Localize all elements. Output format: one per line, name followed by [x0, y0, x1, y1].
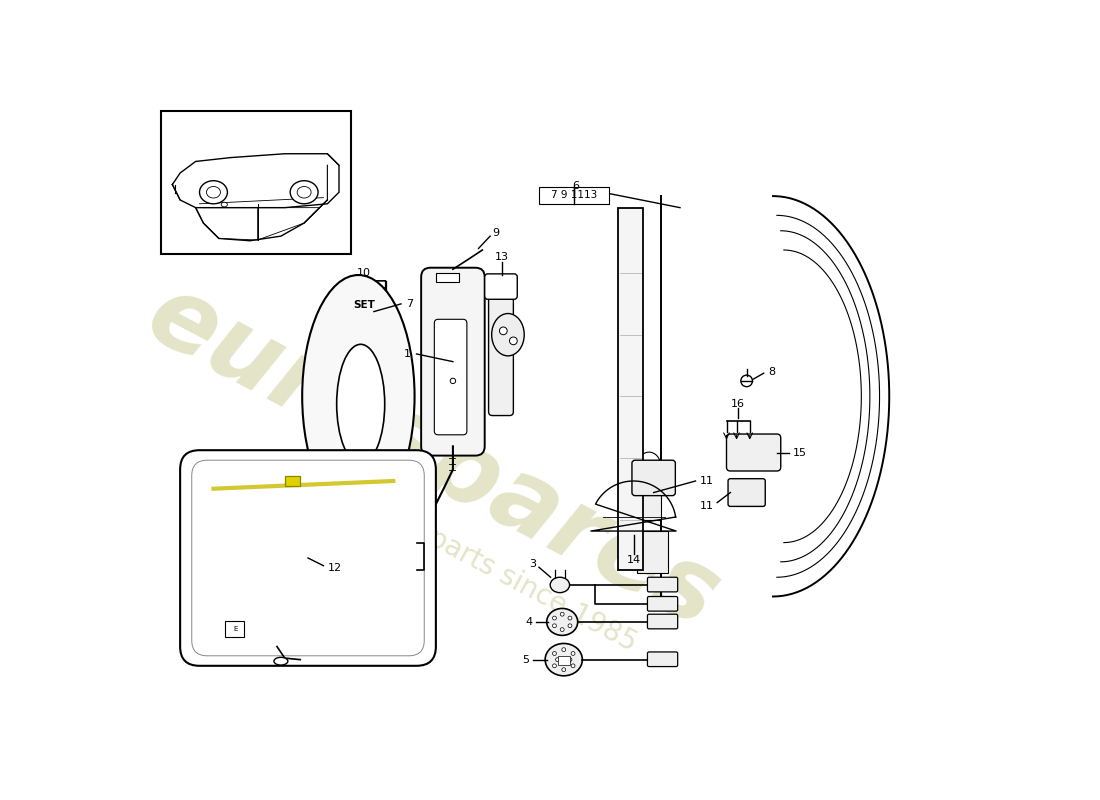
- Ellipse shape: [547, 609, 578, 635]
- Text: SET: SET: [353, 301, 375, 310]
- Ellipse shape: [740, 375, 752, 386]
- Bar: [343, 289, 385, 323]
- Ellipse shape: [546, 643, 582, 676]
- FancyBboxPatch shape: [485, 274, 517, 299]
- Ellipse shape: [560, 612, 564, 616]
- Text: a part for parts since 1985: a part for parts since 1985: [300, 458, 641, 658]
- Bar: [436, 273, 459, 282]
- FancyBboxPatch shape: [728, 478, 766, 506]
- Ellipse shape: [492, 314, 525, 356]
- Bar: [558, 656, 570, 665]
- Ellipse shape: [274, 658, 288, 665]
- Ellipse shape: [568, 624, 572, 628]
- Ellipse shape: [568, 616, 572, 620]
- Text: 5: 5: [522, 654, 530, 665]
- Text: 10: 10: [358, 268, 371, 278]
- Text: 1: 1: [404, 349, 411, 359]
- Bar: [226, 621, 244, 637]
- FancyBboxPatch shape: [180, 450, 436, 666]
- FancyBboxPatch shape: [631, 460, 675, 496]
- FancyBboxPatch shape: [648, 614, 678, 629]
- Bar: [637, 489, 661, 519]
- Ellipse shape: [550, 578, 570, 593]
- Ellipse shape: [571, 664, 575, 668]
- Ellipse shape: [552, 664, 557, 668]
- Ellipse shape: [509, 337, 517, 345]
- Bar: [285, 476, 300, 486]
- Ellipse shape: [562, 648, 565, 651]
- Ellipse shape: [199, 181, 228, 204]
- FancyBboxPatch shape: [434, 319, 466, 435]
- Text: 8: 8: [768, 366, 776, 377]
- Text: 14: 14: [626, 555, 640, 566]
- Ellipse shape: [297, 186, 311, 198]
- Text: 12: 12: [328, 563, 342, 573]
- FancyBboxPatch shape: [726, 434, 781, 471]
- Bar: [618, 208, 642, 570]
- FancyBboxPatch shape: [648, 597, 678, 611]
- Text: 4: 4: [526, 617, 532, 627]
- Bar: [161, 111, 351, 254]
- Text: 9: 9: [493, 228, 499, 238]
- Ellipse shape: [571, 651, 575, 655]
- Ellipse shape: [290, 181, 318, 204]
- Text: 16: 16: [732, 399, 745, 409]
- Ellipse shape: [450, 378, 455, 383]
- Ellipse shape: [556, 658, 560, 662]
- Ellipse shape: [302, 275, 415, 518]
- Ellipse shape: [337, 344, 385, 464]
- Text: 13: 13: [495, 252, 508, 262]
- Ellipse shape: [637, 452, 661, 479]
- Ellipse shape: [562, 668, 565, 671]
- Ellipse shape: [499, 327, 507, 334]
- Ellipse shape: [552, 624, 557, 628]
- Text: 11: 11: [700, 476, 714, 486]
- Text: eurospares: eurospares: [130, 266, 734, 650]
- FancyBboxPatch shape: [488, 289, 514, 415]
- Bar: [539, 187, 608, 204]
- FancyBboxPatch shape: [648, 578, 678, 592]
- Ellipse shape: [552, 651, 557, 655]
- FancyBboxPatch shape: [648, 652, 678, 666]
- Text: 11: 11: [700, 501, 714, 510]
- Ellipse shape: [207, 186, 220, 198]
- Text: 15: 15: [793, 447, 807, 458]
- Text: 7: 7: [406, 299, 412, 309]
- FancyBboxPatch shape: [421, 268, 485, 455]
- Ellipse shape: [560, 628, 564, 631]
- Text: 6: 6: [572, 181, 580, 191]
- Ellipse shape: [552, 616, 557, 620]
- Ellipse shape: [568, 658, 572, 662]
- Text: E: E: [233, 626, 238, 632]
- Ellipse shape: [221, 202, 228, 207]
- Text: 3: 3: [529, 559, 536, 569]
- Bar: [637, 531, 669, 574]
- Text: 7 9 1113: 7 9 1113: [551, 190, 597, 200]
